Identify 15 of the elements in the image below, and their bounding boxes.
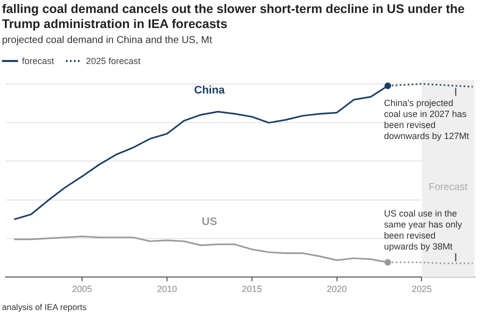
annotation: US coal use in the same year has only been revised upwards by 38Mt [384,208,463,252]
x-tick-label: 2020 [326,284,347,294]
series-label: China [194,84,226,97]
x-tick-label: 2005 [72,284,92,294]
text: forecast [21,56,54,66]
legend-label: 2025 forecast [85,56,141,66]
chart-subtitle: projected coal demand in China and the US, Mt [2,35,212,46]
series-label: US [202,216,218,228]
text: analysis of IEA reports [2,302,87,312]
annotation: China's projected coal use in 2027 has been revised downwards by 127Mt [384,98,470,141]
x-tick-label: 2010 [156,284,177,294]
x-tick-label: 2025 [412,284,432,294]
band-label: Forecast [428,182,468,194]
x-tick-label: 2015 [242,284,262,294]
chart-title: falling coal demand cancels out the slower short-term decline in US under the Trump administration in IEA forecasts [2,2,466,32]
